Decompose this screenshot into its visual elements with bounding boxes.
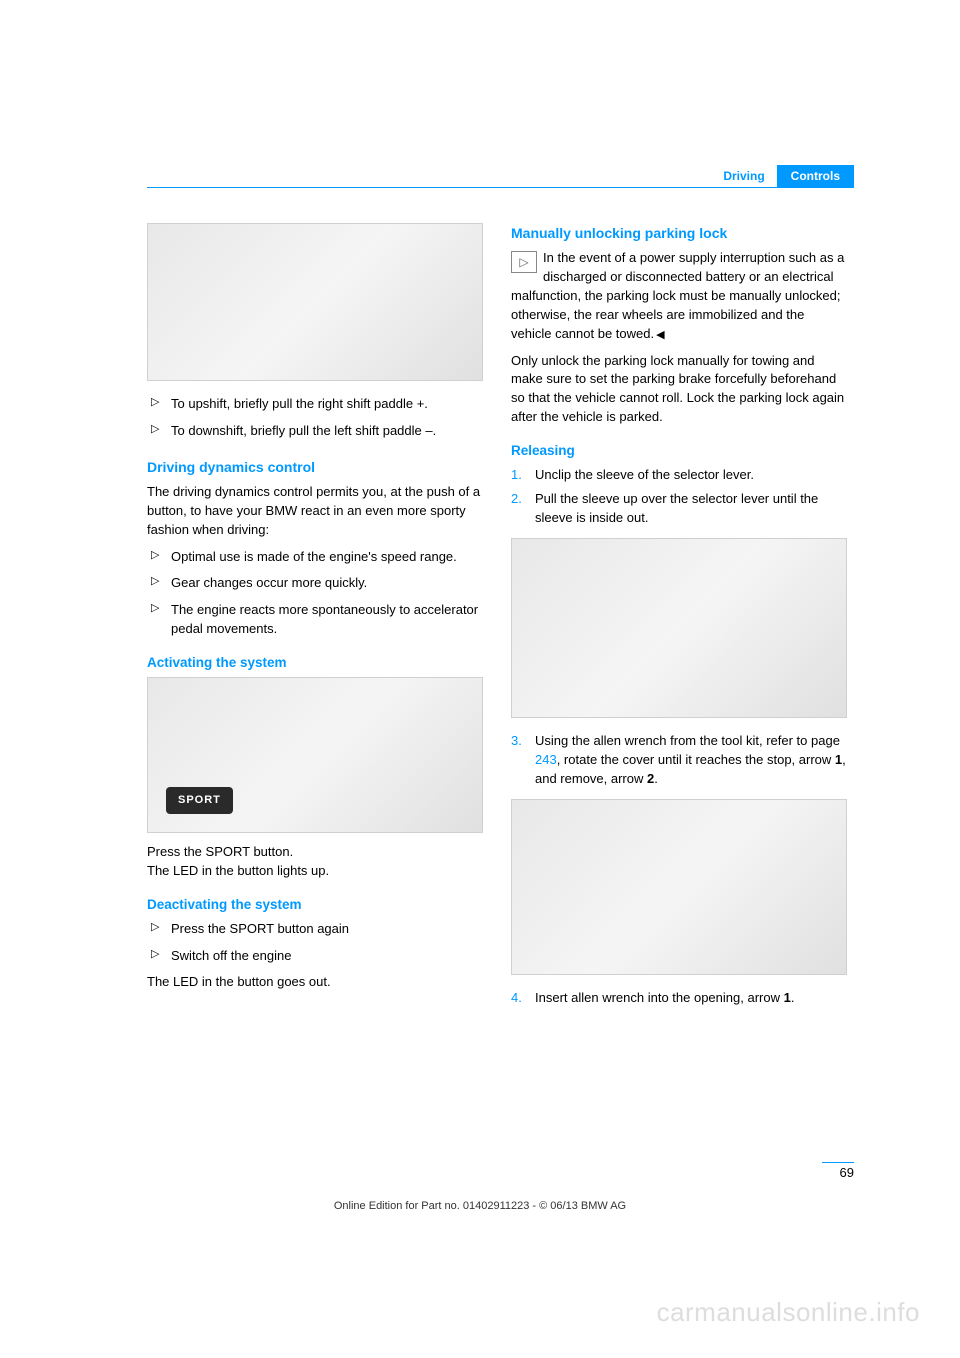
list-item: Switch off the engine bbox=[147, 947, 483, 966]
body-text: Only unlock the parking lock manually fo… bbox=[511, 352, 847, 427]
body-text: The LED in the button goes out. bbox=[147, 973, 483, 992]
step-num: 3. bbox=[511, 732, 522, 751]
sport-badge: SPORT bbox=[166, 787, 233, 815]
list-item: 1.Unclip the sleeve of the selector leve… bbox=[511, 466, 847, 485]
body-text: Press the SPORT button. bbox=[147, 843, 483, 862]
list-item: Optimal use is made of the engine's spee… bbox=[147, 548, 483, 567]
right-column: Manually unlocking parking lock ▷ In the… bbox=[511, 223, 847, 1013]
page-link[interactable]: 243 bbox=[535, 752, 557, 767]
list-item: 4.Insert allen wrench into the opening, … bbox=[511, 989, 847, 1008]
list-item: The engine reacts more spontaneously to … bbox=[147, 601, 483, 639]
shift-list: To upshift, briefly pull the right shift… bbox=[147, 395, 483, 441]
left-column: To upshift, briefly pull the right shift… bbox=[147, 223, 483, 1013]
heading-deactivating: Deactivating the system bbox=[147, 895, 483, 915]
list-item: Gear changes occur more quickly. bbox=[147, 574, 483, 593]
watermark: carmanualsonline.info bbox=[657, 1297, 920, 1328]
footer-text: Online Edition for Part no. 01402911223 … bbox=[0, 1200, 960, 1212]
page-number-rule bbox=[822, 1162, 854, 1163]
sport-button-image: SPORT bbox=[147, 677, 483, 833]
list-item: To upshift, briefly pull the right shift… bbox=[147, 395, 483, 414]
allen-wrench-image bbox=[511, 799, 847, 975]
deactivate-list: Press the SPORT button again Switch off … bbox=[147, 920, 483, 966]
release-steps: 1.Unclip the sleeve of the selector leve… bbox=[511, 466, 847, 529]
step-num: 1. bbox=[511, 466, 522, 485]
list-item: To downshift, briefly pull the left shif… bbox=[147, 422, 483, 441]
list-item: 3.Using the allen wrench from the tool k… bbox=[511, 732, 847, 789]
dynamics-list: Optimal use is made of the engine's spee… bbox=[147, 548, 483, 639]
step-num: 4. bbox=[511, 989, 522, 1008]
body-text: The driving dynamics control permits you… bbox=[147, 483, 483, 540]
heading-releasing: Releasing bbox=[511, 441, 847, 461]
heading-activating: Activating the system bbox=[147, 653, 483, 673]
body-text: The LED in the button lights up. bbox=[147, 862, 483, 881]
step-num: 2. bbox=[511, 490, 522, 509]
columns: To upshift, briefly pull the right shift… bbox=[147, 223, 854, 1013]
body-text: In the event of a power supply interrupt… bbox=[511, 250, 844, 340]
heading-unlock: Manually unlocking parking lock bbox=[511, 223, 847, 243]
list-item: Press the SPORT button again bbox=[147, 920, 483, 939]
warning-para: ▷ In the event of a power supply interru… bbox=[511, 249, 847, 343]
list-item: 2.Pull the sleeve up over the selector l… bbox=[511, 490, 847, 528]
page-content: To upshift, briefly pull the right shift… bbox=[0, 0, 960, 1013]
steering-wheel-image bbox=[147, 223, 483, 381]
release-steps-4: 4.Insert allen wrench into the opening, … bbox=[511, 989, 847, 1008]
warning-icon: ▷ bbox=[511, 251, 537, 273]
heading-dynamics: Driving dynamics control bbox=[147, 457, 483, 477]
selector-sleeve-image bbox=[511, 538, 847, 718]
release-steps-3: 3.Using the allen wrench from the tool k… bbox=[511, 732, 847, 789]
page-number: 69 bbox=[822, 1162, 854, 1180]
